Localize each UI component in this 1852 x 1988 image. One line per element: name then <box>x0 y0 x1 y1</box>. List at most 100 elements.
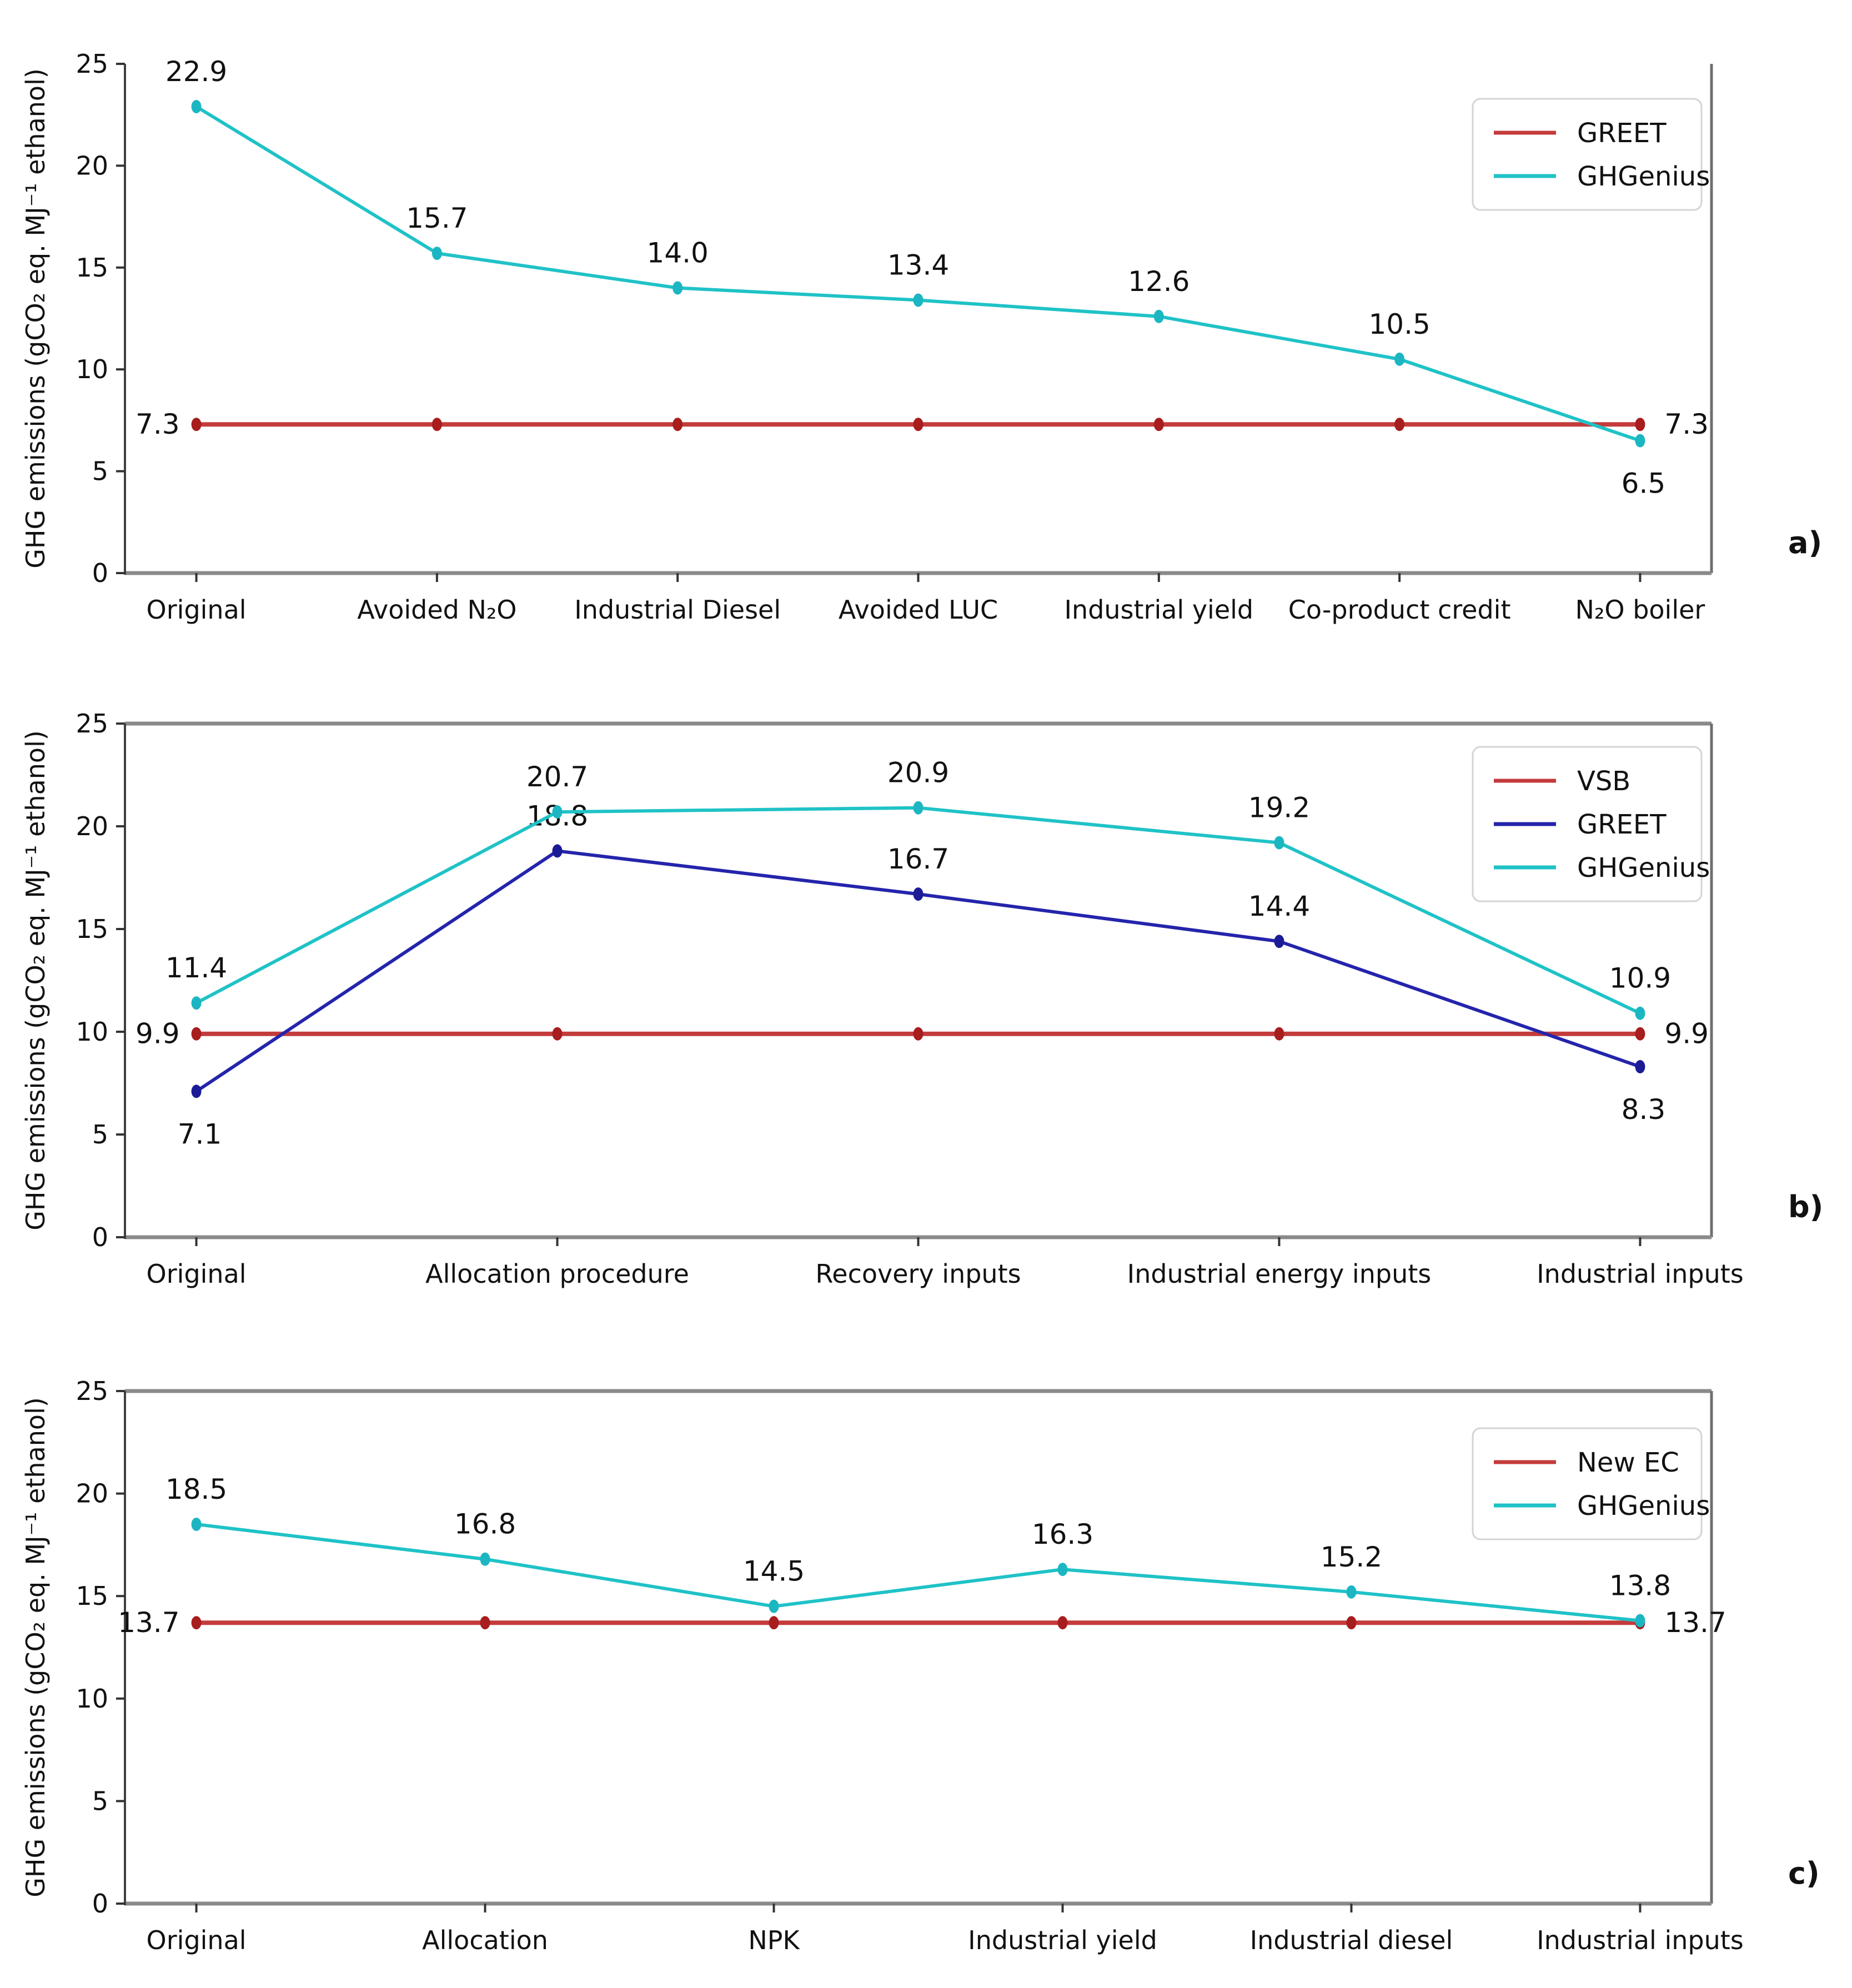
data-point-label: 13.7 <box>1664 1607 1726 1639</box>
x-category-label: Allocation <box>422 1925 548 1955</box>
legend-label-New EC: New EC <box>1577 1447 1679 1478</box>
data-point-GREET <box>552 844 563 858</box>
y-tick-label: 25 <box>76 1376 108 1406</box>
data-point-label: 7.3 <box>1664 408 1709 440</box>
data-point-GREET <box>431 418 442 431</box>
legend: GREET GHGenius <box>1472 98 1710 211</box>
data-point-GREET <box>191 1085 202 1098</box>
data-point-label: 16.8 <box>454 1508 516 1540</box>
legend-label-GHGenius: GHGenius <box>1577 1490 1710 1522</box>
data-point-GHGenius <box>1635 1614 1645 1628</box>
data-point-label: 8.3 <box>1622 1093 1666 1126</box>
data-point-GREET <box>1153 418 1164 431</box>
legend: New EC GHGenius <box>1472 1427 1710 1540</box>
y-tick-label: 25 <box>76 709 108 739</box>
y-tick-label: 5 <box>92 456 108 486</box>
data-point-New EC <box>769 1616 779 1630</box>
data-point-GHGenius <box>913 293 924 307</box>
data-point-New EC <box>480 1616 490 1630</box>
y-tick-label: 15 <box>76 914 108 944</box>
data-point-GHGenius <box>913 801 924 815</box>
legend-box <box>1472 746 1703 902</box>
data-point-VSB <box>1635 1027 1645 1041</box>
panel-letter: b) <box>1788 1189 1823 1224</box>
data-point-label: 13.7 <box>118 1607 179 1639</box>
legend-label-GREET: GREET <box>1577 809 1667 840</box>
legend-label-GHGenius: GHGenius <box>1577 161 1710 192</box>
data-point-GHGenius <box>191 100 202 114</box>
x-category-label: Original <box>147 1925 247 1955</box>
data-point-label: 13.8 <box>1609 1570 1671 1602</box>
data-point-GREET <box>1274 935 1284 948</box>
data-point-label: 10.9 <box>1609 962 1671 995</box>
data-point-GREET <box>913 887 924 901</box>
legend-label-VSB: VSB <box>1577 766 1630 797</box>
data-point-VSB <box>191 1027 202 1041</box>
x-category-label: NPK <box>748 1925 800 1955</box>
data-point-GHGenius <box>1635 434 1645 448</box>
data-point-label: 19.2 <box>1248 792 1310 824</box>
data-point-GREET <box>672 418 683 431</box>
y-tick-label: 0 <box>92 1889 108 1919</box>
series-line-GHGenius <box>194 1522 1642 1623</box>
y-tick-label: 5 <box>92 1119 108 1149</box>
y-tick-label: 15 <box>76 253 108 283</box>
y-axis-title: GHG emissions (gCO₂ eq. MJ⁻¹ ethanol) <box>21 1397 51 1897</box>
data-point-label: 10.5 <box>1368 308 1430 340</box>
x-category-label: Industrial inputs <box>1537 1925 1744 1955</box>
x-category-label: Original <box>147 1259 247 1289</box>
data-point-New EC <box>1057 1616 1068 1630</box>
y-tick-label: 10 <box>76 354 108 384</box>
data-point-GHGenius <box>552 805 563 819</box>
data-point-label: 16.3 <box>1032 1518 1093 1550</box>
data-point-GREET <box>1394 418 1405 431</box>
data-point-New EC <box>1346 1616 1357 1630</box>
x-category-label: Original <box>147 595 247 625</box>
data-point-GHGenius <box>1274 836 1284 850</box>
series-line-GHGenius <box>194 806 1642 1015</box>
data-point-GHGenius <box>1346 1585 1357 1599</box>
data-point-GREET <box>191 418 202 431</box>
data-point-GREET <box>1635 1060 1645 1073</box>
panel-letter: a) <box>1788 525 1822 560</box>
x-category-label: Industrial inputs <box>1537 1259 1744 1289</box>
legend-label-GHGenius: GHGenius <box>1577 852 1710 883</box>
x-category-label: Industrial Diesel <box>574 595 781 625</box>
data-point-label: 20.9 <box>887 757 949 789</box>
legend-box <box>1472 98 1703 211</box>
data-point-GHGenius <box>191 996 202 1010</box>
y-tick-label: 25 <box>76 49 108 79</box>
panel-letter: c) <box>1788 1856 1820 1891</box>
y-axis-title: GHG emissions (gCO₂ eq. MJ⁻¹ ethanol) <box>21 68 51 569</box>
data-point-label: 15.2 <box>1321 1541 1382 1573</box>
x-category-label: Industrial energy inputs <box>1127 1259 1432 1289</box>
data-point-label: 14.5 <box>743 1555 805 1588</box>
data-point-VSB <box>1274 1027 1284 1041</box>
data-point-label: 13.4 <box>887 249 949 281</box>
x-category-label: Allocation procedure <box>425 1259 689 1289</box>
legend-label-GREET: GREET <box>1577 118 1667 149</box>
y-tick-label: 5 <box>92 1786 108 1816</box>
data-point-label: 7.3 <box>135 408 180 440</box>
data-point-GHGenius <box>1635 1006 1645 1020</box>
x-category-label: Industrial yield <box>968 1925 1157 1955</box>
y-axis-title: GHG emissions (gCO₂ eq. MJ⁻¹ ethanol) <box>21 730 51 1231</box>
data-point-label: 18.5 <box>165 1473 227 1505</box>
y-tick-label: 15 <box>76 1581 108 1611</box>
x-category-label: Recovery inputs <box>815 1259 1021 1289</box>
data-point-GHGenius <box>1153 309 1164 323</box>
data-point-GREET <box>1635 418 1645 431</box>
legend: VSB GREET GHGenius <box>1472 746 1710 902</box>
data-point-label: 12.6 <box>1128 265 1190 298</box>
data-point-label: 9.9 <box>1664 1018 1709 1050</box>
data-point-label: 6.5 <box>1622 468 1666 500</box>
data-point-GHGenius <box>431 247 442 260</box>
data-point-label: 11.4 <box>165 952 227 984</box>
data-point-label: 14.4 <box>1248 890 1310 922</box>
y-tick-label: 10 <box>76 1684 108 1714</box>
data-point-VSB <box>552 1027 563 1041</box>
x-category-label: Avoided N₂O <box>357 595 516 625</box>
y-tick-label: 20 <box>76 150 108 180</box>
